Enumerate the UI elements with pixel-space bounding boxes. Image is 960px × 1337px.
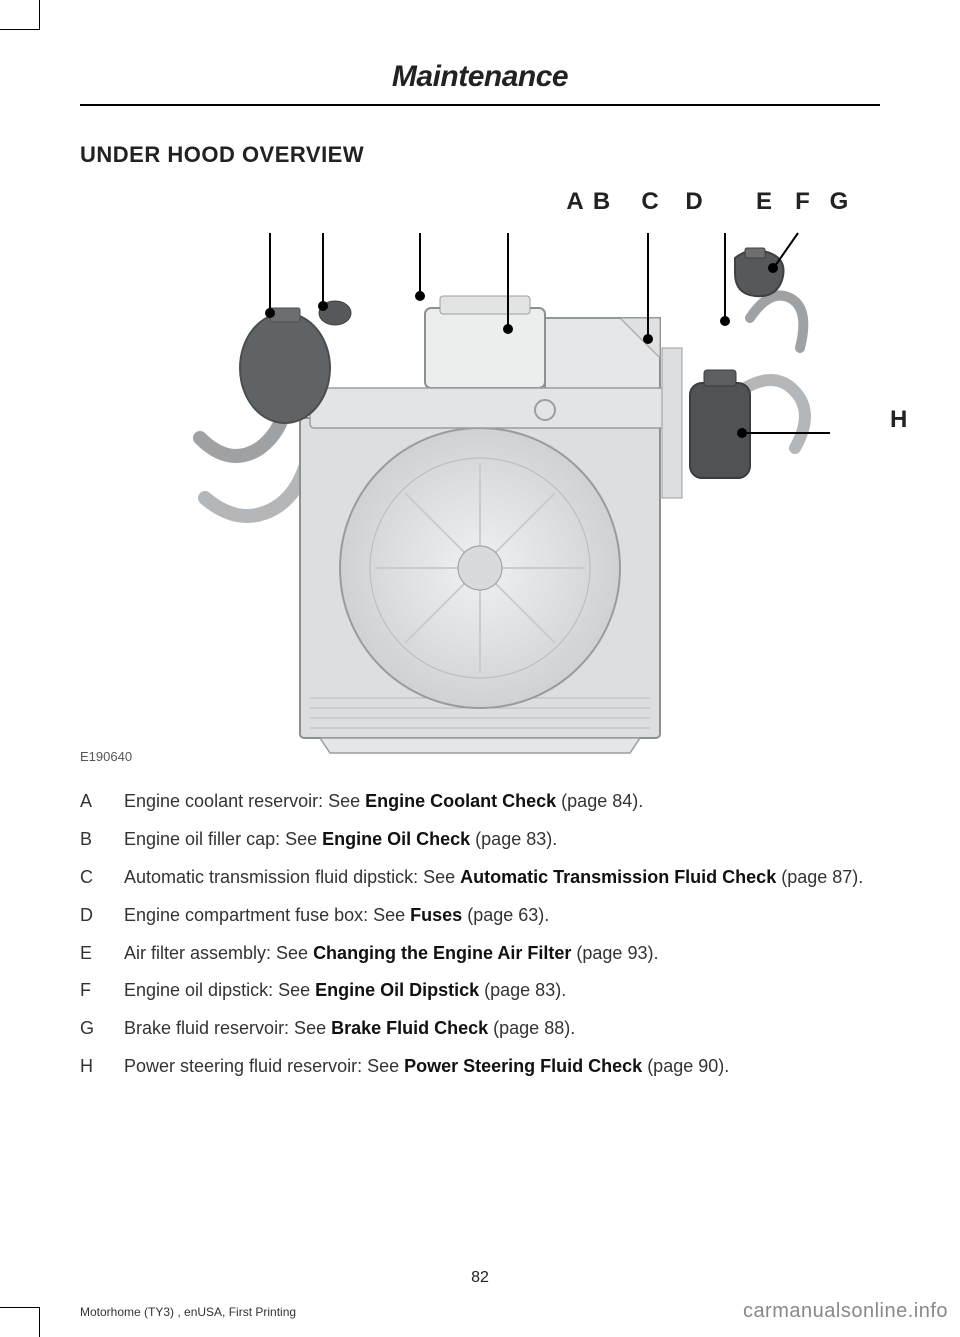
legend-key: F	[80, 977, 100, 1005]
page-number: 82	[0, 1269, 960, 1287]
legend-row-A: A Engine coolant reservoir: See Engine C…	[80, 788, 880, 816]
footer-watermark: carmanualsonline.info	[743, 1300, 948, 1323]
figure-label-H: H	[890, 406, 907, 434]
legend-text: Automatic transmission fluid dipstick: S…	[124, 864, 880, 892]
legend-row-B: B Engine oil filler cap: See Engine Oil …	[80, 826, 880, 854]
legend-key: H	[80, 1053, 100, 1081]
header-rule	[80, 104, 880, 106]
legend-row-C: C Automatic transmission fluid dipstick:…	[80, 864, 880, 892]
legend-key: C	[80, 864, 100, 892]
crop-mark-bottom-left	[0, 1307, 40, 1337]
legend-list: A Engine coolant reservoir: See Engine C…	[80, 788, 880, 1081]
legend-key: B	[80, 826, 100, 854]
legend-key: D	[80, 902, 100, 930]
section-title: UNDER HOOD OVERVIEW	[80, 142, 880, 168]
legend-text: Engine oil dipstick: See Engine Oil Dips…	[124, 977, 880, 1005]
legend-row-D: D Engine compartment fuse box: See Fuses…	[80, 902, 880, 930]
legend-row-G: G Brake fluid reservoir: See Brake Fluid…	[80, 1015, 880, 1043]
legend-row-E: E Air filter assembly: See Changing the …	[80, 940, 880, 968]
legend-text: Power steering fluid reservoir: See Powe…	[124, 1053, 880, 1081]
legend-text: Brake fluid reservoir: See Brake Fluid C…	[124, 1015, 880, 1043]
legend-key: G	[80, 1015, 100, 1043]
legend-row-H: H Power steering fluid reservoir: See Po…	[80, 1053, 880, 1081]
legend-text: Engine coolant reservoir: See Engine Coo…	[124, 788, 880, 816]
legend-text: Engine oil filler cap: See Engine Oil Ch…	[124, 826, 880, 854]
legend-text: Engine compartment fuse box: See Fuses (…	[124, 902, 880, 930]
legend-key: A	[80, 788, 100, 816]
footer-left: Motorhome (TY3) , enUSA, First Printing	[80, 1305, 296, 1319]
header-title: Maintenance	[80, 60, 880, 94]
page-header: Maintenance	[80, 60, 880, 106]
legend-text: Air filter assembly: See Changing the En…	[124, 940, 880, 968]
legend-row-F: F Engine oil dipstick: See Engine Oil Di…	[80, 977, 880, 1005]
page: Maintenance UNDER HOOD OVERVIEW	[0, 0, 960, 1337]
figure-label-G: G	[798, 188, 880, 216]
crop-mark-top-left	[0, 0, 40, 30]
engine-figure: A B C D E F G H E190640	[80, 188, 880, 768]
legend-key: E	[80, 940, 100, 968]
engine-illustration	[190, 218, 830, 758]
figure-code: E190640	[80, 749, 132, 764]
